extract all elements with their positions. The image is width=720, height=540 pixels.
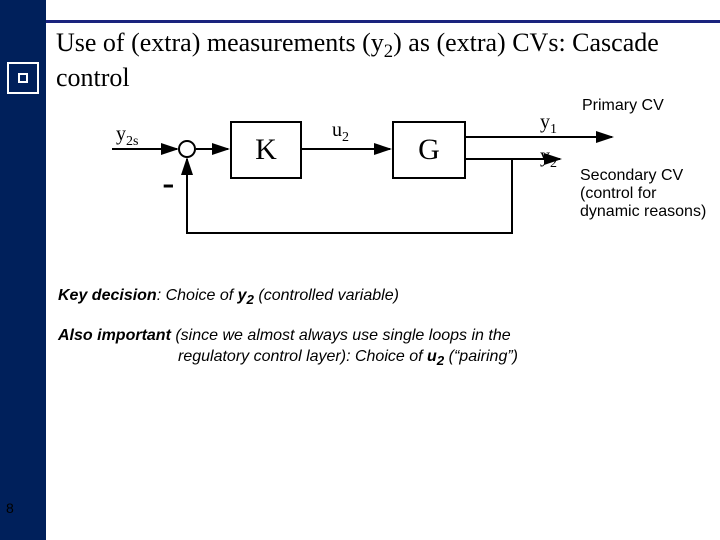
secondary-cv-note: Secondary CV (control for dynamic reason… (580, 167, 706, 221)
slide-title: Use of (extra) measurements (y2) as (ext… (52, 28, 712, 93)
page-number: 8 (6, 500, 14, 516)
y2s-label: y2s (116, 123, 138, 150)
u2-label: u2 (332, 119, 349, 146)
y1-label: y1 (540, 111, 557, 138)
brand-logo-icon (7, 62, 39, 94)
plant-G-block: G (392, 121, 466, 179)
slide-content: Use of (extra) measurements (y2) as (ext… (46, 24, 720, 540)
top-divider (46, 20, 720, 23)
cascade-diagram: y2s - K u2 G y1 y2 Primary CV Secondary … (52, 93, 712, 273)
summing-junction (178, 140, 196, 158)
also-important-line: Also important (since we almost always u… (58, 325, 712, 371)
minus-sign: - (162, 163, 175, 206)
primary-cv-note: Primary CV (582, 97, 664, 115)
brand-sidebar: NTNU (0, 0, 46, 540)
y2-label: y2 (540, 145, 557, 172)
key-decision-line: Key decision: Choice of y2 (controlled v… (58, 287, 712, 307)
controller-K-block: K (230, 121, 302, 179)
